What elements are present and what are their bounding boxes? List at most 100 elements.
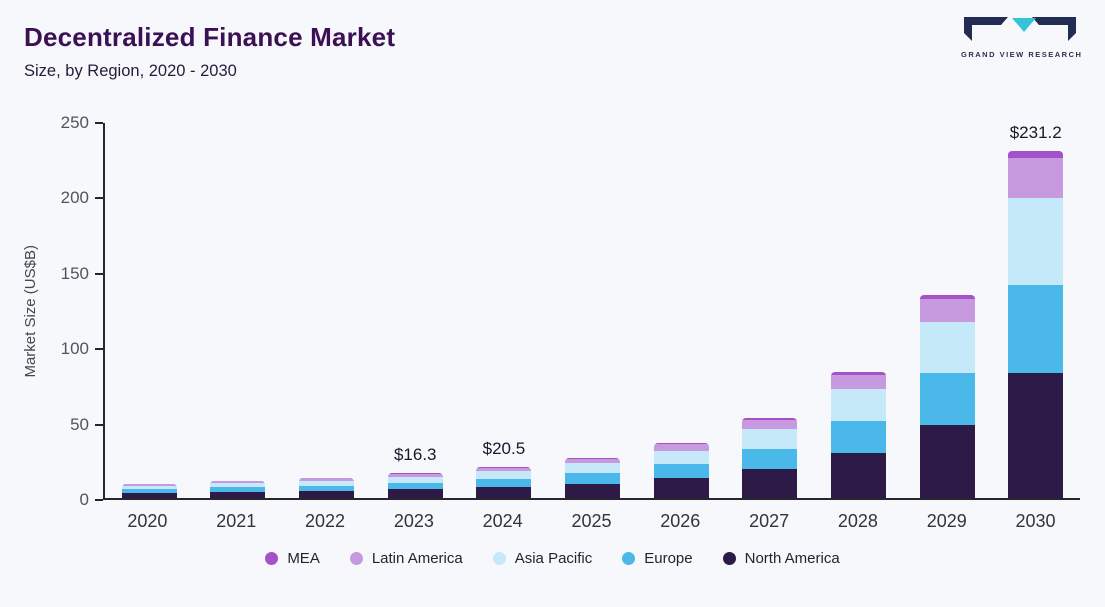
- y-tick-label-100: 100: [60, 339, 89, 359]
- legend-dot-europe: [622, 552, 636, 565]
- bar-segment-latin-america-2022: [299, 478, 355, 481]
- bar-segment-north-america-2029: [919, 424, 975, 498]
- bar-2025: [548, 123, 637, 498]
- bar-2029: [903, 123, 992, 498]
- x-tick-label-2026: 2026: [660, 511, 701, 531]
- bar-2024: $20.5: [460, 123, 549, 498]
- bar-segment-europe-2021: [210, 487, 266, 492]
- bar-stack-2024: [476, 467, 532, 498]
- bar-segment-europe-2030: [1008, 284, 1064, 374]
- legend-dot-latin-america: [349, 552, 363, 565]
- grand-view-research-logo: GRAND VIEW RESEARCH: [961, 16, 1083, 59]
- plot-wrap: Market Size (US$B) 0 50 100 150 200 250 $16.3…: [22, 113, 1080, 509]
- bar-segment-asia-pacific-2024: [476, 471, 532, 480]
- bar-segment-mea-2027: [742, 418, 798, 420]
- bar-2023: $16.3: [371, 123, 460, 498]
- x-tick-label-2022: 2022: [305, 511, 346, 531]
- legend-label-latin-america: Latin America: [371, 550, 463, 567]
- bar-2028: [814, 123, 903, 498]
- y-tick-label-250: 250: [60, 113, 89, 132]
- bar-stack-2029: [919, 294, 975, 498]
- bar-segment-asia-pacific-2027: [742, 428, 798, 449]
- bar-segment-asia-pacific-2030: [1008, 197, 1064, 285]
- header: Decentralized Finance Market Size, by Re…: [0, 0, 1105, 81]
- legend-dot-mea: [265, 552, 279, 565]
- y-tick-mark: [95, 197, 103, 200]
- x-tick-label-2023: 2023: [393, 511, 434, 531]
- x-tick-label-2029: 2029: [926, 511, 967, 531]
- legend-label-europe: Europe: [644, 550, 693, 567]
- bar-segment-europe-2024: [476, 479, 532, 487]
- bar-segment-europe-2029: [919, 372, 975, 425]
- legend-label-mea: MEA: [287, 550, 320, 567]
- x-tick-label-2028: 2028: [837, 511, 878, 531]
- legend-item-asia-pacific: Asia Pacific: [492, 550, 593, 567]
- bar-segment-europe-2027: [742, 448, 798, 470]
- bar-segment-asia-pacific-2025: [565, 463, 621, 474]
- bar-segment-north-america-2030: [1008, 373, 1064, 498]
- bar-segment-latin-america-2024: [476, 467, 532, 472]
- bar-stack-2023: [387, 473, 443, 498]
- bar-segment-latin-america-2027: [742, 419, 798, 429]
- legend-item-north-america: North America: [722, 550, 840, 567]
- bar-segment-north-america-2020: [121, 492, 177, 498]
- page-title: Decentralized Finance Market: [24, 22, 396, 52]
- x-tick-label-2024: 2024: [482, 511, 523, 531]
- legend-label-north-america: North America: [744, 550, 840, 567]
- y-tick-label-150: 150: [60, 263, 89, 283]
- bar-segment-latin-america-2025: [565, 458, 621, 464]
- bar-segment-latin-america-2030: [1008, 158, 1064, 198]
- legend-dot-north-america: [722, 552, 736, 565]
- bar-segment-north-america-2022: [299, 490, 355, 498]
- logo-text: GRAND VIEW RESEARCH: [961, 50, 1083, 59]
- bar-value-label-2024: $20.5: [482, 439, 526, 459]
- bar-stack-2028: [830, 372, 886, 498]
- bar-segment-europe-2020: [121, 489, 177, 493]
- bar-segment-latin-america-2020: [121, 484, 177, 486]
- chart: Market Size (US$B) 0 50 100 150 200 250 $16.3…: [0, 113, 1105, 567]
- plot-area: $16.3 $20.5 $231.2: [103, 123, 1080, 500]
- bar-segment-europe-2028: [830, 421, 886, 453]
- bar-segment-mea-2029: [919, 294, 975, 300]
- legend-dot-asia-pacific: [492, 552, 506, 565]
- y-axis-title: Market Size (US$B): [21, 245, 39, 378]
- bar-2020: [105, 123, 194, 498]
- bar-segment-north-america-2028: [830, 452, 886, 498]
- bar-segment-latin-america-2023: [387, 473, 443, 477]
- bar-segment-europe-2023: [387, 482, 443, 490]
- bar-segment-latin-america-2026: [653, 444, 709, 451]
- bar-segment-asia-pacific-2020: [121, 485, 177, 490]
- legend-item-mea: MEA: [265, 550, 320, 567]
- bar-2027: [725, 123, 814, 498]
- bar-segment-north-america-2027: [742, 469, 798, 498]
- y-tick-mark: [95, 499, 103, 501]
- bar-stack-2020: [121, 484, 177, 498]
- bar-segment-latin-america-2028: [830, 375, 886, 390]
- bar-segment-latin-america-2021: [210, 481, 266, 484]
- bar-2021: [194, 123, 283, 498]
- page-subtitle: Size, by Region, 2020 - 2030: [24, 62, 237, 80]
- legend-label-asia-pacific: Asia Pacific: [514, 550, 593, 567]
- bar-segment-latin-america-2029: [919, 299, 975, 322]
- x-axis: 2020 2021 2022 2023 2024 2025 2026 2027 2028 2029…: [103, 500, 1080, 532]
- y-tick-mark: [95, 122, 103, 124]
- bar-value-label-2023: $16.3: [393, 445, 437, 465]
- bar-segment-asia-pacific-2026: [653, 450, 709, 465]
- legend-item-europe: Europe: [622, 550, 693, 567]
- y-tick-label-0: 0: [79, 490, 89, 509]
- bar-segment-north-america-2026: [653, 478, 709, 498]
- bar-2022: [282, 123, 371, 498]
- bar-stack-2030: [1008, 151, 1064, 498]
- bar-segment-north-america-2025: [565, 483, 621, 498]
- bar-segment-europe-2026: [653, 464, 709, 479]
- bar-segment-europe-2025: [565, 473, 621, 484]
- bar-stack-2026: [653, 443, 709, 498]
- bar-segment-mea-2028: [830, 372, 886, 376]
- grand-view-research-logo-icon: [964, 17, 1076, 41]
- bar-value-label-2030: $231.2: [1009, 123, 1062, 142]
- bar-stack-2027: [742, 418, 798, 498]
- bar-segment-asia-pacific-2022: [299, 480, 355, 486]
- legend: MEA Latin America Asia Pacific Europe North …: [0, 550, 1105, 567]
- y-tick-label-50: 50: [70, 414, 89, 434]
